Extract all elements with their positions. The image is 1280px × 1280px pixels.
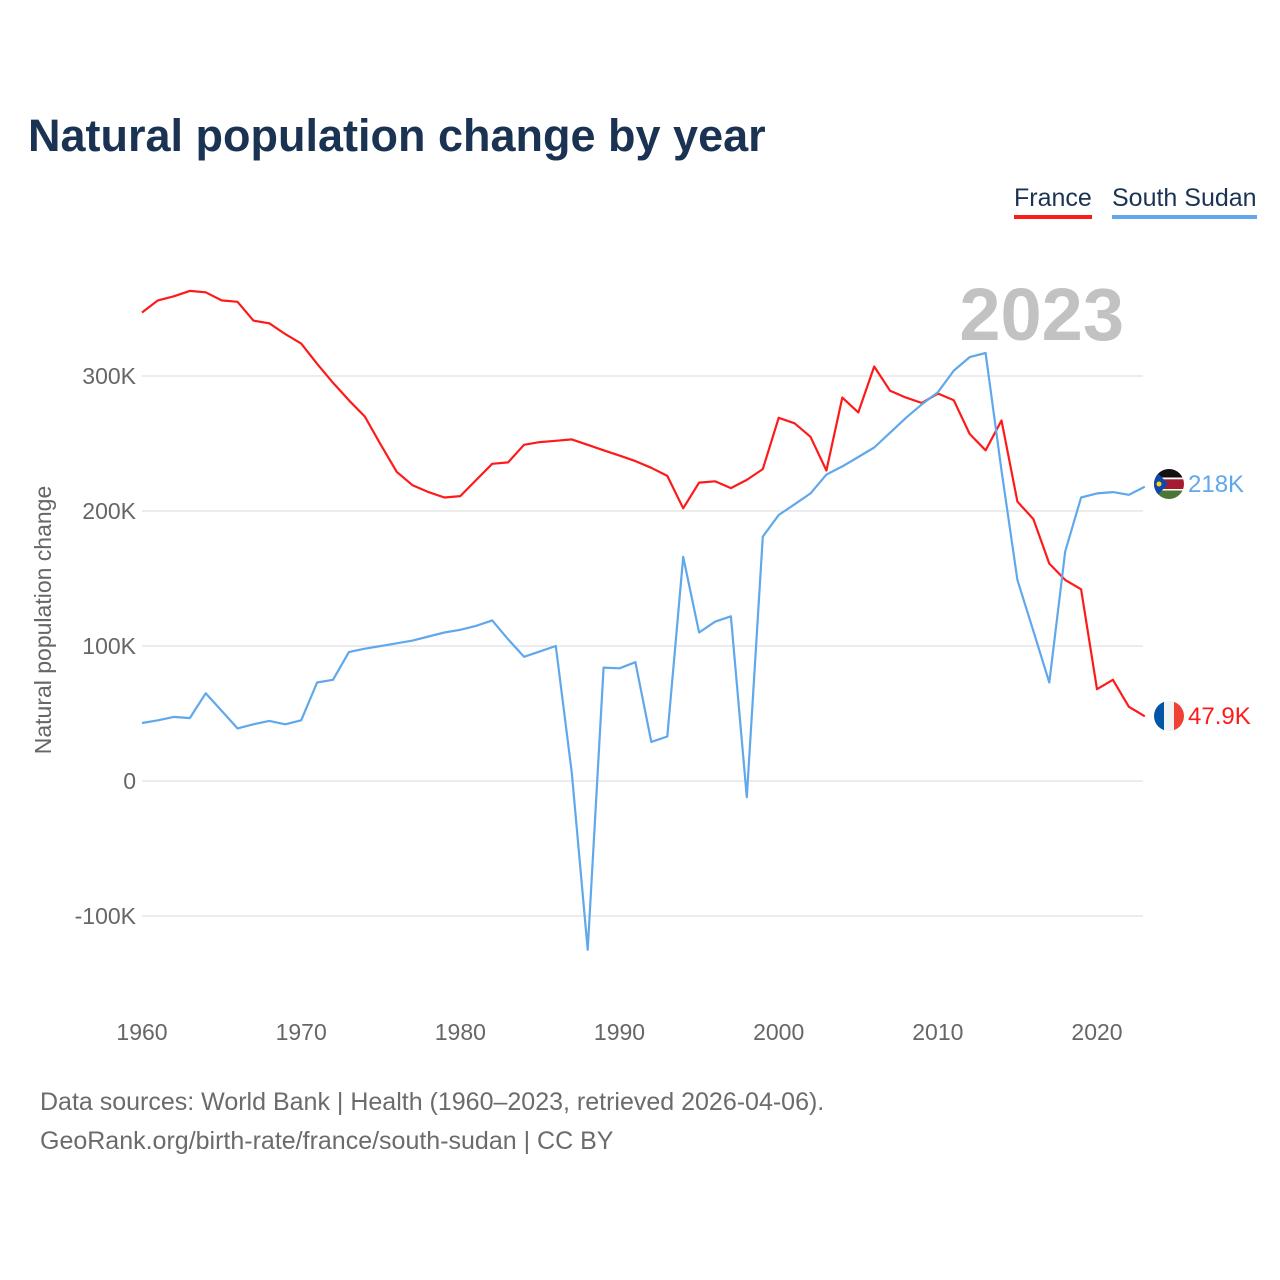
- series-line-south-sudan: [141, 351, 1146, 951]
- y-tick-label: 200K: [82, 498, 136, 524]
- y-tick-label: 0: [123, 768, 136, 794]
- south-sudan-flag-icon: [1154, 469, 1184, 499]
- france-end-label: 47.9K: [1188, 703, 1251, 730]
- x-tick-label: 2020: [1071, 1019, 1122, 1045]
- chart-title: Natural population change by year: [28, 110, 766, 161]
- footer-link[interactable]: GeoRank.org/birth-rate/france/south-suda…: [40, 1127, 614, 1155]
- x-tick-label: 1970: [276, 1019, 327, 1045]
- x-tick-label: 2010: [912, 1019, 963, 1045]
- y-tick-label: 100K: [82, 633, 136, 659]
- year-overlay: 2023: [959, 273, 1124, 356]
- y-tick-label: -100K: [75, 903, 137, 929]
- france-flag-icon: [1154, 701, 1184, 731]
- x-tick-label: 1960: [116, 1019, 167, 1045]
- legend-item-france[interactable]: France: [1014, 184, 1092, 219]
- x-tick-label: 1990: [594, 1019, 645, 1045]
- y-axis-label: Natural population change: [30, 486, 56, 755]
- x-tick-label: 2000: [753, 1019, 804, 1045]
- line-chart: -100K 0 100K 200K 300K 1960 1970 1980 1990 2000 2…: [30, 273, 1251, 1045]
- legend-item-south-sudan[interactable]: South Sudan: [1112, 184, 1257, 219]
- x-tick-label: 1980: [435, 1019, 486, 1045]
- y-tick-label: 300K: [82, 363, 136, 389]
- south-sudan-end-label: 218K: [1188, 471, 1244, 498]
- series-line-france: [141, 289, 1146, 718]
- footer-sources: Data sources: World Bank | Health (1960–…: [40, 1088, 825, 1116]
